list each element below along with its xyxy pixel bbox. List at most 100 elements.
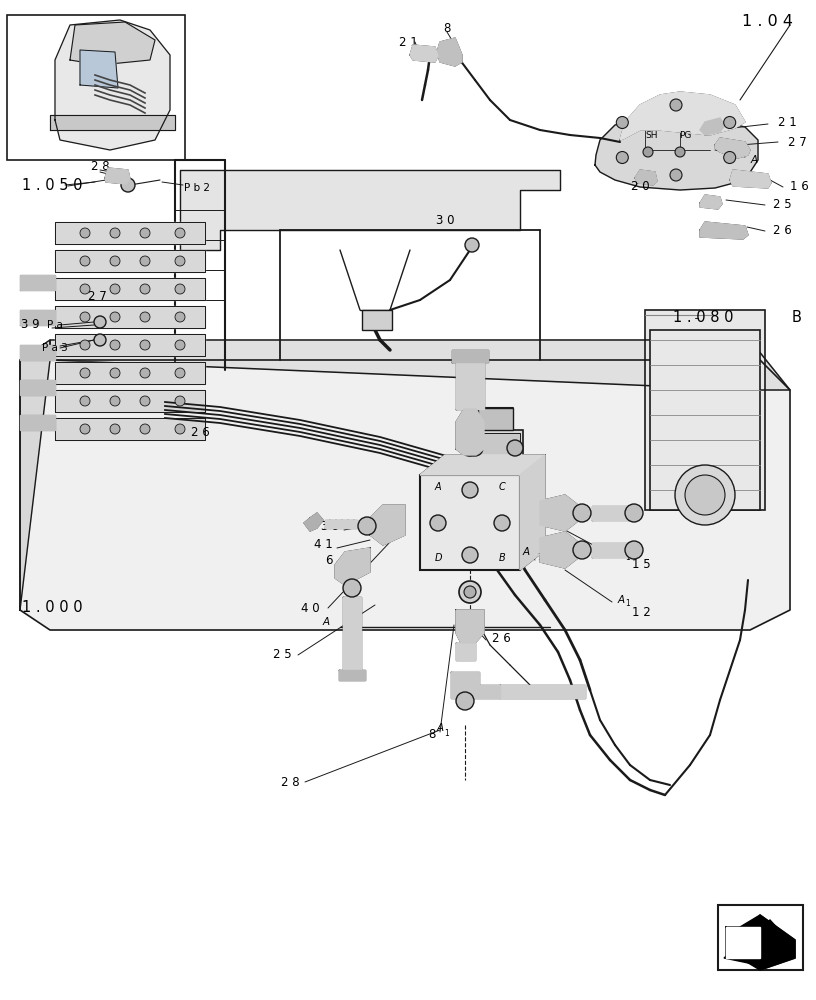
Text: P a: P a: [47, 320, 63, 330]
Polygon shape: [456, 362, 484, 409]
Polygon shape: [700, 118, 725, 135]
Circle shape: [685, 475, 725, 515]
Circle shape: [670, 99, 682, 111]
Circle shape: [110, 312, 120, 322]
Polygon shape: [55, 20, 170, 150]
Circle shape: [94, 334, 106, 346]
Circle shape: [140, 228, 150, 238]
Text: 2 1: 2 1: [778, 115, 796, 128]
Circle shape: [175, 340, 185, 350]
Polygon shape: [20, 345, 55, 360]
Circle shape: [724, 151, 736, 163]
Polygon shape: [50, 115, 175, 130]
Text: 8: 8: [428, 728, 436, 742]
Polygon shape: [635, 170, 657, 185]
Text: A: A: [618, 595, 625, 605]
Bar: [478, 408, 513, 430]
Polygon shape: [700, 222, 748, 239]
Text: 2 8: 2 8: [282, 776, 300, 788]
Text: 2 1: 2 1: [399, 35, 417, 48]
Polygon shape: [540, 495, 578, 531]
Polygon shape: [20, 340, 50, 610]
Circle shape: [80, 256, 90, 266]
Text: 2 7: 2 7: [788, 135, 807, 148]
Text: 3 9: 3 9: [20, 318, 39, 332]
Text: 1: 1: [625, 554, 630, 562]
Circle shape: [80, 368, 90, 378]
Polygon shape: [80, 50, 118, 88]
Circle shape: [110, 284, 120, 294]
Text: 8: 8: [543, 554, 550, 566]
Text: 1: 1: [625, 599, 630, 608]
Polygon shape: [304, 513, 323, 531]
Polygon shape: [325, 520, 357, 528]
Circle shape: [121, 178, 135, 192]
Circle shape: [465, 238, 479, 252]
Polygon shape: [700, 195, 722, 209]
Polygon shape: [20, 380, 55, 395]
Text: A: A: [523, 547, 530, 557]
Text: A: A: [415, 45, 423, 55]
Circle shape: [175, 312, 185, 322]
Circle shape: [175, 256, 185, 266]
Polygon shape: [592, 506, 630, 520]
Polygon shape: [55, 250, 205, 272]
Text: PG: PG: [679, 130, 691, 139]
Circle shape: [494, 515, 510, 531]
Circle shape: [175, 396, 185, 406]
Bar: [7, 15, 185, 160]
Polygon shape: [370, 505, 405, 545]
Text: 1: 1: [445, 728, 450, 738]
Text: 1 . 0 0 0: 1 . 0 0 0: [22, 599, 82, 614]
Circle shape: [110, 368, 120, 378]
Circle shape: [573, 504, 591, 522]
Circle shape: [507, 440, 523, 456]
Circle shape: [456, 692, 474, 710]
Text: 1 2: 1 2: [632, 605, 650, 618]
Circle shape: [625, 504, 643, 522]
Circle shape: [343, 579, 361, 597]
Text: 6: 6: [326, 554, 333, 566]
Polygon shape: [500, 685, 585, 698]
Circle shape: [462, 547, 478, 563]
Text: 4 0: 4 0: [301, 601, 320, 614]
Circle shape: [462, 482, 478, 498]
Polygon shape: [456, 409, 484, 455]
Circle shape: [140, 368, 150, 378]
Bar: [471, 433, 520, 462]
Polygon shape: [55, 418, 205, 440]
Text: 3 0: 3 0: [436, 214, 455, 227]
Circle shape: [724, 116, 736, 128]
Polygon shape: [20, 415, 55, 430]
Circle shape: [80, 284, 90, 294]
Circle shape: [140, 424, 150, 434]
Circle shape: [80, 340, 90, 350]
Text: C: C: [499, 482, 505, 492]
Polygon shape: [592, 543, 630, 557]
Circle shape: [675, 147, 685, 157]
Polygon shape: [55, 334, 205, 356]
Polygon shape: [50, 340, 790, 390]
Circle shape: [175, 368, 185, 378]
Text: 1 6: 1 6: [790, 180, 809, 194]
Circle shape: [175, 228, 185, 238]
Polygon shape: [20, 275, 55, 290]
Circle shape: [459, 434, 481, 456]
Polygon shape: [520, 455, 545, 570]
Bar: [362, 310, 392, 330]
Circle shape: [616, 151, 628, 163]
Circle shape: [573, 541, 591, 559]
Text: 3 9: 3 9: [322, 520, 340, 534]
Polygon shape: [180, 170, 560, 250]
Text: 1 . 0 5 0: 1 . 0 5 0: [22, 178, 82, 194]
Text: 2 8: 2 8: [91, 160, 109, 174]
Polygon shape: [740, 915, 795, 970]
Polygon shape: [55, 362, 205, 384]
Text: D: D: [434, 553, 441, 563]
Text: 2 5: 2 5: [773, 198, 792, 212]
Circle shape: [467, 440, 483, 456]
Bar: [645, 310, 765, 510]
Bar: [718, 905, 803, 970]
Text: A: A: [435, 482, 441, 492]
Polygon shape: [620, 92, 745, 140]
